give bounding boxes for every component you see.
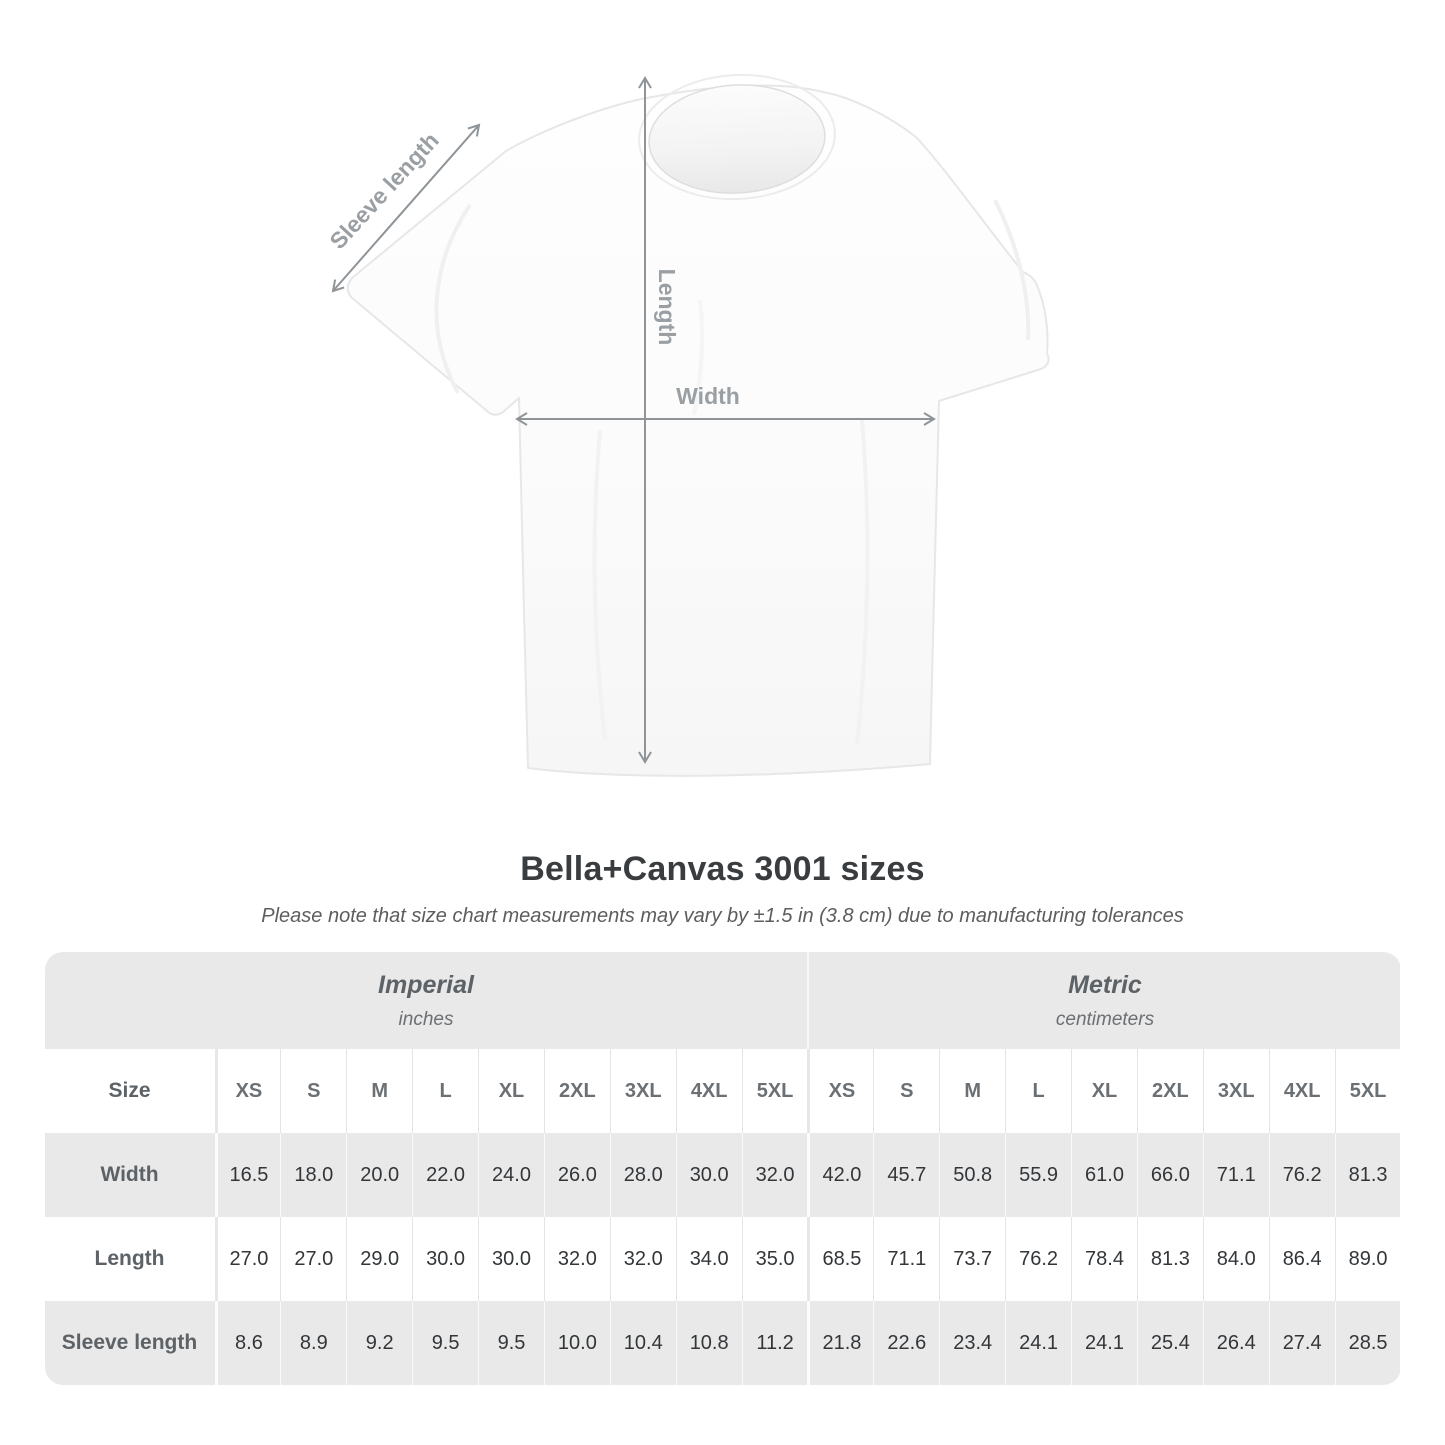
sleeve-length-value-cell: 9.2 bbox=[346, 1301, 413, 1385]
size-column-header: 4XL bbox=[675, 1049, 742, 1133]
length-value-cell: 30.0 bbox=[412, 1217, 479, 1301]
size-row-label: Size bbox=[44, 1049, 215, 1133]
length-value-cell: 76.2 bbox=[1005, 1217, 1072, 1301]
width-value-cell: 71.1 bbox=[1202, 1133, 1269, 1217]
page-title: Bella+Canvas 3001 sizes bbox=[520, 850, 925, 888]
width-value-cell: 45.7 bbox=[873, 1133, 940, 1217]
unit-group-imperial: Imperial inches bbox=[44, 952, 808, 1049]
size-column-header: L bbox=[1005, 1049, 1072, 1133]
length-value-cell: 71.1 bbox=[873, 1217, 940, 1301]
width-value-cell: 22.0 bbox=[412, 1133, 479, 1217]
sleeve-length-value-cell: 22.6 bbox=[873, 1301, 940, 1385]
metric-group-label: Metric bbox=[1068, 970, 1142, 999]
length-value-cell: 73.7 bbox=[939, 1217, 1006, 1301]
width-value-cell: 28.0 bbox=[609, 1133, 676, 1217]
length-value-cell: 86.4 bbox=[1268, 1217, 1335, 1301]
row-label-sleeve-length: Sleeve length bbox=[44, 1301, 215, 1385]
length-value-cell: 68.5 bbox=[807, 1217, 874, 1301]
size-table: Imperial inches Metric centimeters Size … bbox=[44, 952, 1401, 1385]
sleeve-length-value-cell: 27.4 bbox=[1268, 1301, 1335, 1385]
sleeve-length-value-cell: 26.4 bbox=[1202, 1301, 1269, 1385]
shirt-shape bbox=[346, 73, 1050, 777]
width-value-cell: 66.0 bbox=[1136, 1133, 1203, 1217]
tolerance-note: Please note that size chart measurements… bbox=[261, 905, 1184, 927]
width-value-cell: 76.2 bbox=[1268, 1133, 1335, 1217]
unit-group-metric: Metric centimeters bbox=[807, 952, 1401, 1049]
row-label-length: Length bbox=[44, 1217, 215, 1301]
length-value-cell: 32.0 bbox=[609, 1217, 676, 1301]
width-value-cell: 61.0 bbox=[1071, 1133, 1137, 1217]
size-column-header: M bbox=[939, 1049, 1006, 1133]
sleeve-length-value-cell: 10.4 bbox=[609, 1301, 676, 1385]
width-value-cell: 55.9 bbox=[1005, 1133, 1072, 1217]
sleeve-length-value-cell: 24.1 bbox=[1005, 1301, 1072, 1385]
sleeve-length-arrow bbox=[331, 123, 481, 293]
sleeve-length-value-cell: 8.9 bbox=[280, 1301, 347, 1385]
row-label-width: Width bbox=[44, 1133, 215, 1217]
imperial-group-unit: inches bbox=[398, 1008, 454, 1030]
size-column-header: S bbox=[873, 1049, 940, 1133]
size-column-header: 5XL bbox=[1334, 1049, 1401, 1133]
sleeve-length-value-cell: 9.5 bbox=[478, 1301, 544, 1385]
size-column-header: XS bbox=[214, 1049, 281, 1133]
width-value-cell: 20.0 bbox=[346, 1133, 413, 1217]
size-column-header: M bbox=[346, 1049, 413, 1133]
sleeve-length-value-cell: 25.4 bbox=[1136, 1301, 1203, 1385]
shirt-illustration: Sleeve length Length Width bbox=[324, 73, 1050, 777]
length-value-cell: 30.0 bbox=[478, 1217, 544, 1301]
sleeve-length-value-cell: 10.8 bbox=[675, 1301, 742, 1385]
length-value-cell: 32.0 bbox=[543, 1217, 610, 1301]
size-column-header: 3XL bbox=[609, 1049, 676, 1133]
sleeve-length-value-cell: 8.6 bbox=[214, 1301, 281, 1385]
width-value-cell: 81.3 bbox=[1334, 1133, 1401, 1217]
length-value-cell: 78.4 bbox=[1071, 1217, 1137, 1301]
length-value-cell: 29.0 bbox=[346, 1217, 413, 1301]
length-value-cell: 34.0 bbox=[675, 1217, 742, 1301]
sleeve-length-value-cell: 23.4 bbox=[939, 1301, 1006, 1385]
size-column-header: 4XL bbox=[1268, 1049, 1335, 1133]
sleeve-length-value-cell: 11.2 bbox=[741, 1301, 808, 1385]
length-value-cell: 27.0 bbox=[214, 1217, 281, 1301]
metric-group-unit: centimeters bbox=[1055, 1008, 1155, 1030]
width-value-cell: 32.0 bbox=[741, 1133, 808, 1217]
size-column-header: 2XL bbox=[543, 1049, 610, 1133]
size-column-header: S bbox=[280, 1049, 347, 1133]
length-label: Length bbox=[654, 269, 680, 346]
width-value-cell: 30.0 bbox=[675, 1133, 742, 1217]
size-column-header: 2XL bbox=[1136, 1049, 1203, 1133]
width-label: Width bbox=[676, 383, 740, 409]
sleeve-length-value-cell: 28.5 bbox=[1334, 1301, 1401, 1385]
heading-block: Bella+Canvas 3001 sizes Please note that… bbox=[0, 850, 1445, 928]
width-value-cell: 26.0 bbox=[543, 1133, 610, 1217]
length-value-cell: 81.3 bbox=[1136, 1217, 1203, 1301]
length-value-cell: 35.0 bbox=[741, 1217, 808, 1301]
size-column-header: XS bbox=[807, 1049, 874, 1133]
size-column-header: L bbox=[412, 1049, 479, 1133]
imperial-group-label: Imperial bbox=[378, 970, 474, 999]
size-column-header: XL bbox=[1071, 1049, 1137, 1133]
length-value-cell: 27.0 bbox=[280, 1217, 347, 1301]
size-column-header: 5XL bbox=[741, 1049, 808, 1133]
width-value-cell: 16.5 bbox=[214, 1133, 281, 1217]
length-value-cell: 89.0 bbox=[1334, 1217, 1401, 1301]
size-column-header: 3XL bbox=[1202, 1049, 1269, 1133]
sleeve-length-value-cell: 9.5 bbox=[412, 1301, 479, 1385]
width-value-cell: 24.0 bbox=[478, 1133, 544, 1217]
shirt-measurement-diagram: Sleeve length Length Width bbox=[324, 73, 1050, 777]
width-value-cell: 18.0 bbox=[280, 1133, 347, 1217]
sleeve-length-value-cell: 10.0 bbox=[543, 1301, 610, 1385]
measurement-arrows bbox=[331, 76, 936, 764]
length-value-cell: 84.0 bbox=[1202, 1217, 1269, 1301]
size-column-header: XL bbox=[478, 1049, 544, 1133]
width-value-cell: 50.8 bbox=[939, 1133, 1006, 1217]
sleeve-length-value-cell: 24.1 bbox=[1071, 1301, 1137, 1385]
sleeve-length-value-cell: 21.8 bbox=[807, 1301, 874, 1385]
width-value-cell: 42.0 bbox=[807, 1133, 874, 1217]
